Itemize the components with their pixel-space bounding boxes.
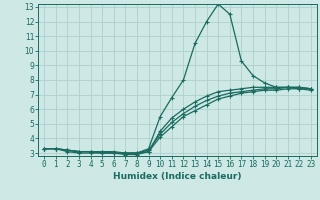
X-axis label: Humidex (Indice chaleur): Humidex (Indice chaleur)	[113, 172, 242, 181]
